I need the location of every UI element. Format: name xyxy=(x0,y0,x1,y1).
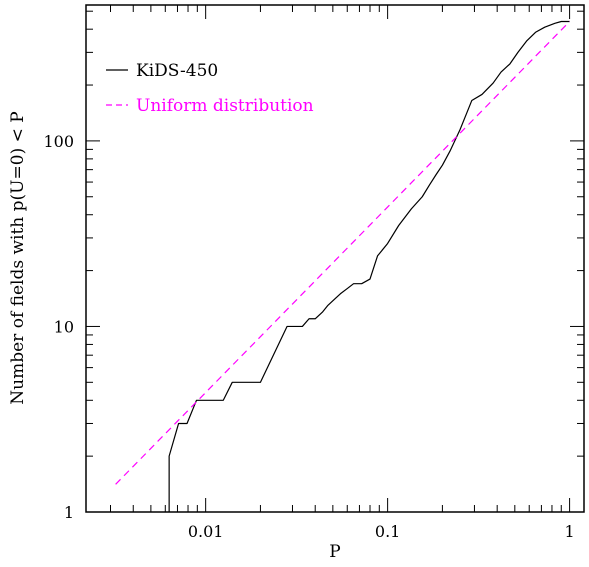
series-line-uniform-distribution xyxy=(115,21,571,485)
axis-ticks xyxy=(86,5,584,513)
y-tick-label: 10 xyxy=(54,317,74,336)
x-tick-label: 1 xyxy=(564,522,574,541)
y-axis-label: Number of fields with p(U=0) < P xyxy=(8,111,28,404)
plot-frame xyxy=(85,4,585,513)
x-tick-label: 0.01 xyxy=(188,522,224,541)
legend-label-kids-450: KiDS-450 xyxy=(136,61,218,81)
x-axis-label: P xyxy=(329,542,340,562)
series-lines xyxy=(115,20,571,512)
legend: KiDS-450 Uniform distribution xyxy=(106,61,314,116)
series-line-kids-450 xyxy=(168,20,570,512)
y-tick-label: 1 xyxy=(64,503,74,522)
y-tick-label: 100 xyxy=(43,132,74,151)
x-tick-label: 0.1 xyxy=(375,522,400,541)
legend-label-uniform: Uniform distribution xyxy=(136,96,314,116)
tick-labels: 0.01 0.1 1 1 10 100 xyxy=(43,132,574,541)
